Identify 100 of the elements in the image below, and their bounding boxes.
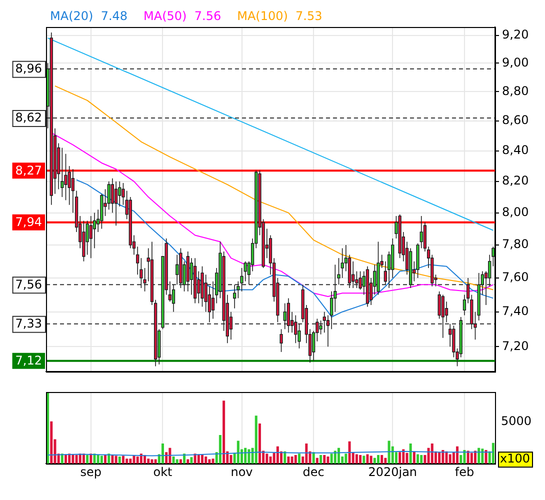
bar: [466, 450, 470, 464]
bar: [287, 456, 290, 464]
bar: [442, 450, 444, 464]
bar: [377, 455, 380, 464]
bar: [366, 454, 369, 464]
bar: [305, 444, 308, 464]
ref-line-label: 8,62: [15, 110, 42, 125]
bar: [398, 452, 402, 464]
bar: [420, 455, 423, 464]
text: x100: [500, 452, 530, 466]
bar: [75, 455, 78, 464]
bar: [316, 458, 318, 464]
bar: [126, 458, 128, 464]
bar: [481, 448, 484, 464]
bar: [161, 444, 164, 464]
bar: [50, 421, 53, 464]
bar: [266, 454, 268, 464]
ref-line-label: 7,56: [15, 277, 42, 292]
bar: [344, 454, 348, 464]
bar: [412, 451, 416, 464]
bar: [114, 456, 118, 464]
bar: [150, 459, 154, 464]
x-tick-label: feb: [454, 464, 474, 479]
bar: [380, 455, 384, 464]
text: MA(50) 7.56: [144, 9, 222, 24]
bar: [179, 459, 182, 464]
bar: [355, 454, 358, 464]
bar: [406, 452, 408, 464]
bar: [370, 456, 372, 464]
y-tick-label: 8,80: [502, 84, 529, 98]
bar: [236, 440, 240, 464]
ref-line-label: 8,96: [15, 61, 42, 76]
bar: [64, 454, 68, 464]
bar: [165, 452, 168, 464]
ref-line-label: 7,12: [15, 353, 42, 368]
text: MA(100) 7.53: [237, 9, 322, 24]
bar: [111, 455, 114, 464]
bar: [100, 456, 103, 464]
bar: [276, 446, 279, 464]
bar: [230, 455, 232, 464]
bar: [122, 456, 124, 464]
bar: [478, 448, 480, 464]
bar: [323, 455, 326, 464]
y-tick-label: 7,60: [502, 270, 529, 284]
bar: [298, 454, 300, 464]
y-tick-label: 8,20: [502, 174, 529, 188]
bar: [136, 456, 139, 464]
text: MA(20) 7.48: [50, 9, 128, 24]
bar: [337, 448, 340, 464]
bar: [96, 455, 100, 464]
bar: [334, 450, 336, 464]
bar: [373, 458, 376, 464]
bar: [204, 456, 208, 464]
bar: [208, 459, 211, 464]
y-tick-label: 9,00: [502, 55, 529, 70]
bar: [484, 450, 488, 464]
bar: [147, 458, 150, 464]
bar: [104, 455, 107, 464]
bar: [218, 434, 222, 464]
y-tick-label: 7,80: [502, 237, 529, 252]
bar: [197, 454, 200, 464]
bar: [463, 450, 466, 464]
bar: [248, 449, 250, 464]
ref-line-label: 7,33: [15, 316, 42, 331]
bar: [129, 458, 132, 464]
y-tick-label: 8,60: [502, 113, 529, 128]
x-tick-label: sep: [80, 464, 102, 479]
bar: [348, 441, 351, 464]
bar: [172, 456, 175, 464]
bar: [448, 454, 452, 464]
bar: [320, 455, 322, 464]
bar: [438, 452, 441, 464]
bar: [470, 452, 473, 464]
bar: [86, 455, 89, 464]
bar: [244, 448, 247, 464]
y-tick-label: 9,20: [502, 27, 529, 42]
y-tick-label: 8,00: [502, 204, 529, 219]
bar: [312, 452, 315, 464]
bar: [427, 448, 430, 464]
bar: [269, 456, 272, 464]
bar: [222, 400, 226, 464]
bar: [326, 456, 330, 464]
x-tick-label: nov: [230, 464, 253, 479]
bar: [388, 440, 390, 464]
bar: [330, 454, 333, 464]
bar: [409, 444, 412, 464]
bar: [118, 456, 121, 464]
bar: [176, 459, 178, 464]
bar: [200, 454, 204, 464]
bar: [430, 444, 434, 464]
bar: [416, 454, 420, 464]
bar: [212, 458, 214, 464]
bar: [362, 456, 366, 464]
bar: [190, 457, 193, 464]
bar: [290, 456, 294, 464]
x-tick-label: okt: [153, 464, 173, 479]
bar: [154, 459, 157, 464]
bar: [254, 416, 258, 464]
ref-line-label: 7,94: [15, 214, 42, 229]
bar: [359, 455, 362, 464]
